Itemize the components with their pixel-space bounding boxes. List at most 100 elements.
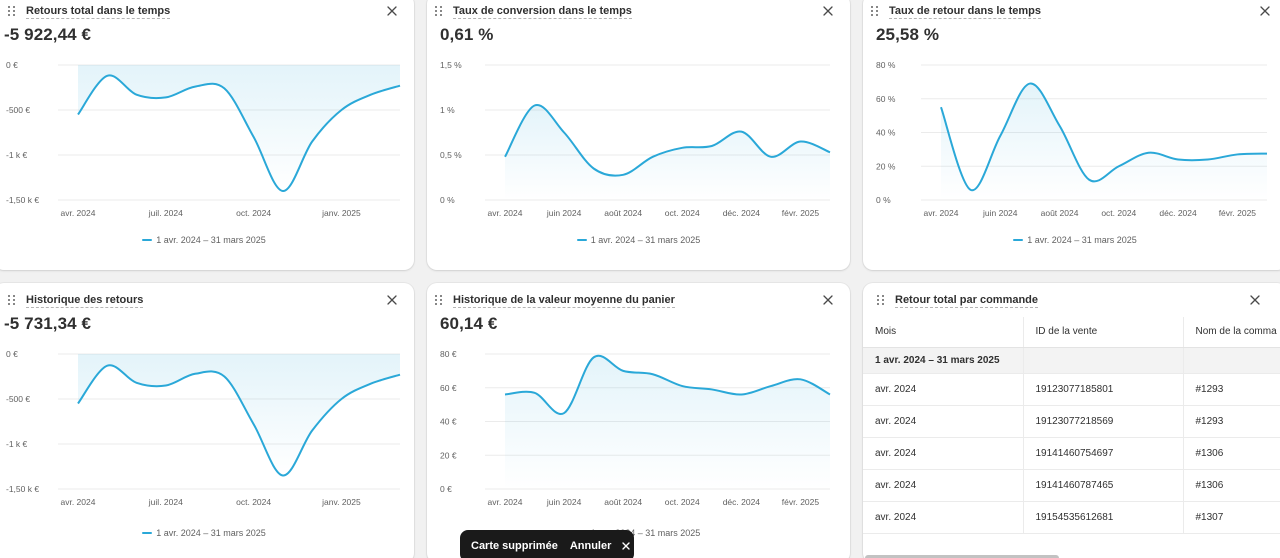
legend-swatch bbox=[576, 239, 587, 241]
x-tick-label: déc. 2024 bbox=[723, 208, 761, 218]
y-tick-label: 80 % bbox=[876, 60, 896, 70]
cell-nom-commande: #1307 bbox=[1182, 501, 1280, 534]
y-tick-label: 20 % bbox=[876, 161, 896, 171]
close-icon[interactable] bbox=[820, 3, 836, 19]
drag-handle-icon[interactable] bbox=[8, 4, 18, 18]
drag-handle-icon[interactable] bbox=[435, 4, 445, 18]
cell-id-vente: 19123077185801 bbox=[1022, 373, 1183, 406]
x-tick-label: août 2024 bbox=[604, 497, 642, 507]
line-chart: 80 € 60 € 40 € 20 € 0 € avr. 2024 juin 2024 aoû… bbox=[440, 349, 831, 507]
cell-mois: avr. 2024 bbox=[863, 469, 1023, 502]
table-row[interactable]: avr. 2024 19141460754697 #1306 bbox=[863, 437, 1280, 470]
card-title: Historique de la valeur moyenne du panie… bbox=[453, 293, 675, 308]
series-area bbox=[941, 83, 1267, 200]
legend-swatch bbox=[1013, 239, 1024, 241]
card-retours-total-temps: Retours total dans le temps -5 922,44 € 0 … bbox=[0, 0, 414, 270]
series-area bbox=[505, 355, 830, 489]
close-icon[interactable] bbox=[384, 292, 400, 308]
chart-legend: 1 avr. 2024 – 31 mars 2025 bbox=[863, 235, 1280, 245]
close-icon[interactable] bbox=[384, 3, 400, 19]
x-tick-label: févr. 2025 bbox=[1219, 208, 1257, 218]
y-tick-label: 1 % bbox=[440, 105, 455, 115]
cell-nom-commande: #1293 bbox=[1182, 405, 1280, 438]
y-tick-label: 60 % bbox=[876, 94, 896, 104]
y-tick-label: 1,5 % bbox=[440, 60, 462, 70]
close-icon[interactable] bbox=[820, 292, 836, 308]
y-tick-label: 60 € bbox=[440, 383, 457, 393]
card-title: Retours total dans le temps bbox=[26, 4, 171, 19]
toast-notification: Carte supprimée Annuler bbox=[460, 530, 634, 558]
x-tick-label: juin 2024 bbox=[546, 497, 582, 507]
dismiss-toast-icon[interactable] bbox=[621, 541, 631, 551]
cell-nom-commande: #1306 bbox=[1182, 469, 1280, 502]
chart-legend: 1 avr. 2024 – 31 mars 2025 bbox=[0, 528, 414, 538]
series-line bbox=[77, 364, 401, 477]
metric-value: -5 922,44 € bbox=[4, 25, 92, 44]
line-chart: 1,5 % 1 % 0,5 % 0 % avr. 2024 juin 2024 août 2… bbox=[440, 60, 831, 218]
x-tick-label: déc. 2024 bbox=[723, 497, 761, 507]
chart-legend: 1 avr. 2024 – 31 mars 2025 bbox=[427, 235, 850, 245]
x-tick-label: déc. 2024 bbox=[1159, 208, 1197, 218]
drag-handle-icon[interactable] bbox=[435, 293, 445, 307]
y-tick-label: 0 € bbox=[440, 484, 452, 494]
column-header-mois[interactable]: Mois bbox=[863, 317, 1023, 348]
cell-nom-commande: #1293 bbox=[1182, 373, 1280, 406]
legend-swatch bbox=[142, 239, 153, 241]
legend-label: 1 avr. 2024 – 31 mars 2025 bbox=[1027, 235, 1137, 245]
x-tick-label: janv. 2025 bbox=[321, 208, 361, 218]
y-tick-label: -500 € bbox=[6, 105, 30, 115]
close-icon[interactable] bbox=[1247, 292, 1263, 308]
series-area bbox=[78, 65, 400, 192]
x-tick-label: oct. 2024 bbox=[1101, 208, 1136, 218]
x-tick-label: avr. 2024 bbox=[61, 208, 96, 218]
cell-id-vente: 19154535612681 bbox=[1022, 501, 1183, 534]
line-chart: 0 € -500 € -1 k € -1,50 k € avr. 2024 juil. 2… bbox=[6, 349, 401, 507]
x-tick-label: oct. 2024 bbox=[236, 208, 271, 218]
table-row[interactable]: avr. 2024 19141460787465 #1306 bbox=[863, 469, 1280, 502]
group-row: 1 avr. 2024 – 31 mars 2025 bbox=[863, 347, 1280, 374]
horizontal-scrollbar[interactable] bbox=[865, 555, 1059, 558]
table-row[interactable]: avr. 2024 19123077218569 #1293 bbox=[863, 405, 1280, 438]
y-tick-label: 0,5 % bbox=[440, 150, 462, 160]
cell-mois: avr. 2024 bbox=[863, 501, 1023, 534]
line-chart: 80 % 60 % 40 % 20 % 0 % avr. 2024 juin 2024 aoû… bbox=[876, 60, 1268, 218]
chart-legend: 1 avr. 2024 – 31 mars 2025 bbox=[0, 235, 414, 245]
cell-mois: avr. 2024 bbox=[863, 405, 1023, 438]
card-title: Taux de retour dans le temps bbox=[889, 4, 1042, 19]
drag-handle-icon[interactable] bbox=[871, 4, 881, 18]
legend-label: 1 avr. 2024 – 31 mars 2025 bbox=[590, 235, 701, 245]
series-line bbox=[940, 82, 1268, 191]
close-icon[interactable] bbox=[1257, 3, 1273, 19]
card-title: Historique des retours bbox=[26, 293, 144, 308]
toast-message: Carte supprimée bbox=[471, 540, 558, 552]
x-tick-label: juin 2024 bbox=[546, 208, 582, 218]
group-label: 1 avr. 2024 – 31 mars 2025 bbox=[863, 347, 1023, 374]
card-retour-par-commande: Retour total par commande Mois ID de la … bbox=[863, 283, 1280, 558]
x-tick-label: oct. 2024 bbox=[665, 208, 700, 218]
cell-id-vente: 19141460754697 bbox=[1022, 437, 1183, 470]
drag-handle-icon[interactable] bbox=[877, 293, 887, 307]
column-header-id-vente[interactable]: ID de la vente bbox=[1022, 317, 1183, 348]
x-tick-label: avr. 2024 bbox=[924, 208, 959, 218]
legend-label: 1 avr. 2024 – 31 mars 2025 bbox=[156, 528, 266, 538]
y-tick-label: 20 € bbox=[440, 450, 457, 460]
series-line bbox=[504, 354, 831, 415]
table-row[interactable]: avr. 2024 19154535612681 #1307 bbox=[863, 501, 1280, 534]
y-tick-label: -500 € bbox=[6, 394, 30, 404]
line-chart: 0 € -500 € -1 k € -1,50 k € avr. 2024 juil. 2… bbox=[6, 60, 401, 218]
card-title: Taux de conversion dans le temps bbox=[453, 4, 632, 19]
x-tick-label: oct. 2024 bbox=[236, 497, 271, 507]
y-tick-label: 0 € bbox=[6, 60, 18, 70]
undo-button[interactable]: Annuler bbox=[569, 540, 612, 552]
y-tick-label: 0 € bbox=[6, 349, 18, 359]
column-header-nom-commande[interactable]: Nom de la comma bbox=[1182, 317, 1280, 348]
x-tick-label: juin 2024 bbox=[982, 208, 1018, 218]
metric-value: 60,14 € bbox=[440, 314, 498, 333]
table-row[interactable]: avr. 2024 19123077185801 #1293 bbox=[863, 373, 1280, 406]
y-tick-label: -1,50 k € bbox=[6, 484, 39, 494]
series-line bbox=[77, 74, 401, 192]
x-tick-label: avr. 2024 bbox=[488, 497, 523, 507]
card-historique-retours: Historique des retours -5 731,34 € 0 € -500… bbox=[0, 283, 414, 558]
series-line bbox=[504, 104, 831, 177]
drag-handle-icon[interactable] bbox=[8, 293, 18, 307]
